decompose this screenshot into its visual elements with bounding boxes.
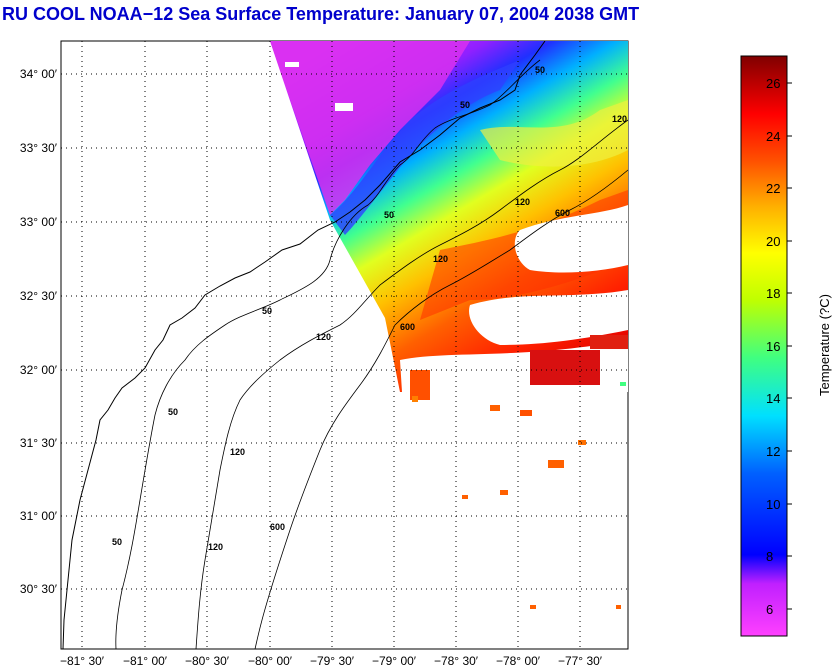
svg-text:120: 120 [433,254,448,264]
svg-text:600: 600 [555,208,570,218]
lat-tick: 32° 00′ [20,363,58,377]
lat-tick: 33° 30′ [20,141,58,155]
colorbar-tick: 22 [766,181,780,196]
svg-text:50: 50 [112,537,122,547]
svg-text:50: 50 [384,210,394,220]
contour-labels: 50 50 120 600 120 600 50 120 50 120 600 … [112,65,627,552]
colorbar-tick: 18 [766,286,780,301]
svg-text:50: 50 [262,306,272,316]
svg-text:120: 120 [612,114,627,124]
colorbar-tick: 24 [766,129,780,144]
colorbar-tick: 26 [766,76,780,91]
svg-text:50: 50 [168,407,178,417]
svg-text:120: 120 [208,542,223,552]
colorbar-tick: 8 [766,549,773,564]
svg-text:120: 120 [316,332,331,342]
lon-tick: −79° 30′ [310,654,355,668]
lon-tick: −77° 30′ [558,654,603,668]
sst-scatter [412,382,626,609]
colorbar-tick: 14 [766,391,780,406]
colorbar-label: Temperature (?C) [817,294,832,396]
svg-text:600: 600 [400,322,415,332]
sst-swath [270,41,628,400]
colorbar-tick: 6 [766,602,773,617]
lat-tick: 30° 30′ [20,582,58,596]
lon-tick: −78° 00′ [496,654,541,668]
lat-tick: 31° 00′ [20,509,58,523]
svg-text:600: 600 [270,522,285,532]
svg-text:120: 120 [230,447,245,457]
lon-tick: −81° 00′ [123,654,168,668]
lat-tick: 32° 30′ [20,289,58,303]
colorbar-tick: 12 [766,444,780,459]
lon-tick: −79° 00′ [372,654,417,668]
colorbar-tick: 20 [766,234,780,249]
lon-tick: −81° 30′ [60,654,105,668]
colorbar-tick: 10 [766,497,780,512]
colorbar-scale [740,55,788,637]
coastline [62,40,546,650]
lon-tick: −80° 00′ [248,654,293,668]
bathymetry-contours [115,59,629,650]
latitude-axis: 34° 00′ 33° 30′ 33° 00′ 32° 30′ 32° 00′ … [20,67,58,596]
page-title: RU COOL NOAA−12 Sea Surface Temperature:… [2,4,640,24]
lat-tick: 31° 30′ [20,436,58,450]
colorbar-tick: 16 [766,339,780,354]
lat-tick: 33° 00′ [20,215,58,229]
longitude-axis: −81° 30′ −81° 00′ −80° 30′ −80° 00′ −79°… [60,654,603,668]
lon-tick: −80° 30′ [185,654,230,668]
lon-tick: −78° 30′ [434,654,479,668]
lat-tick: 34° 00′ [20,67,58,81]
svg-text:50: 50 [460,100,470,110]
colorbar: 26 24 22 20 18 16 14 12 10 8 6 Temperatu… [740,55,832,637]
svg-text:50: 50 [535,65,545,75]
svg-text:120: 120 [515,197,530,207]
